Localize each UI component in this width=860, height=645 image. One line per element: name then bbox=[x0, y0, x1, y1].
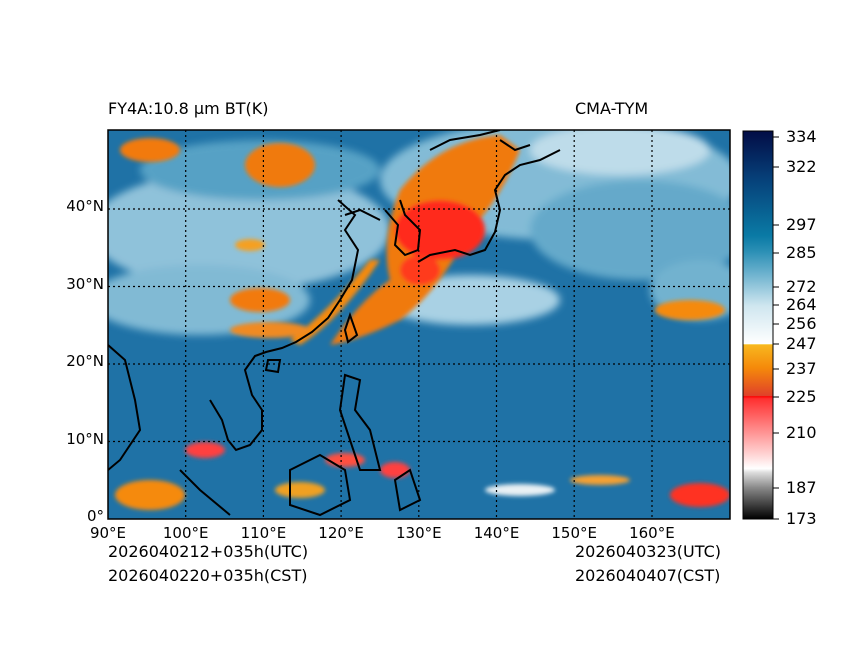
model-title: CMA-TYM bbox=[575, 99, 649, 118]
lat-label: 0° bbox=[86, 507, 104, 525]
lon-label: 150°E bbox=[551, 524, 597, 542]
colorbar-tick-label: 322 bbox=[786, 157, 817, 176]
colorbar-tick-label: 187 bbox=[786, 478, 817, 497]
init-time-cst: 2026040220+035h(CST) bbox=[108, 566, 308, 585]
product-title: FY4A:10.8 µm BT(K) bbox=[108, 99, 269, 118]
coastlines bbox=[108, 130, 561, 517]
colorbar-tick-label: 334 bbox=[786, 127, 817, 146]
colorbar-tick-label: 272 bbox=[786, 277, 817, 296]
valid-time-cst: 2026040407(CST) bbox=[575, 566, 721, 585]
colorbar-tick-label: 225 bbox=[786, 387, 817, 406]
lat-label: 20°N bbox=[66, 352, 104, 370]
lon-label: 140°E bbox=[473, 524, 520, 542]
lon-label: 90°E bbox=[89, 524, 127, 542]
brightness-temperature-field bbox=[108, 130, 730, 519]
colorbar-tick-label: 256 bbox=[786, 314, 817, 333]
colorbar-tick-label: 173 bbox=[786, 509, 817, 528]
colorbar-tick-label: 264 bbox=[786, 295, 817, 314]
lon-label: 130°E bbox=[395, 524, 442, 542]
lon-label: 160°E bbox=[629, 524, 675, 542]
colorbar-tick-label: 237 bbox=[786, 359, 817, 378]
map-frame bbox=[107, 129, 731, 520]
colorbar bbox=[742, 130, 774, 520]
colorbar-tick-label: 297 bbox=[786, 215, 817, 234]
colorbar-tick-label: 210 bbox=[786, 423, 817, 442]
lat-label: 30°N bbox=[66, 274, 104, 293]
init-time-utc: 2026040212+035h(UTC) bbox=[108, 542, 309, 561]
lat-label: 10°N bbox=[66, 429, 104, 448]
colorbar-tick-label: 285 bbox=[786, 243, 817, 262]
lat-label: 40°N bbox=[66, 197, 104, 215]
lon-label: 120°E bbox=[318, 524, 364, 542]
colorbar-tick-label: 247 bbox=[786, 334, 817, 353]
gridlines bbox=[108, 130, 730, 519]
lon-label: 100°E bbox=[162, 524, 209, 542]
lon-label: 110°E bbox=[240, 524, 287, 542]
valid-time-utc: 2026040323(UTC) bbox=[575, 542, 721, 561]
